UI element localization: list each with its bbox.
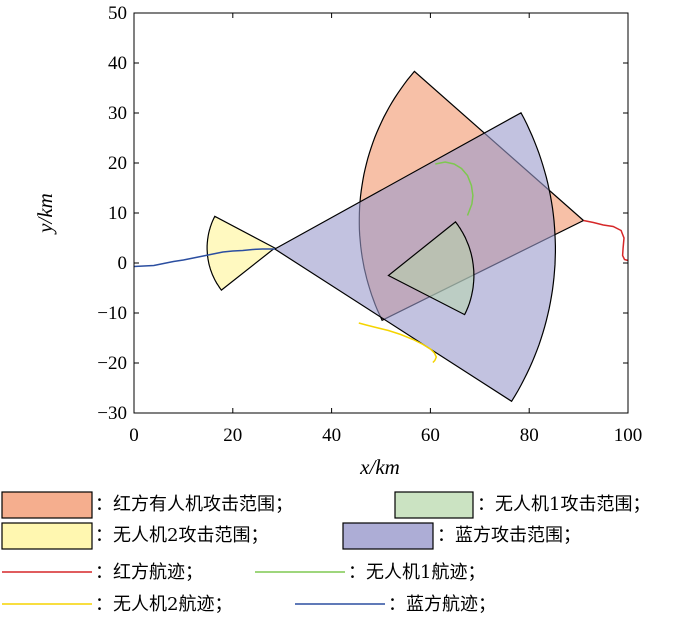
legend-swatch xyxy=(1,522,93,550)
track-line-2 xyxy=(435,161,474,216)
legend-label: ：红方航迹； xyxy=(95,562,203,583)
x-tick-label: 20 xyxy=(223,425,242,446)
track-line-3 xyxy=(358,322,438,364)
legend-swatch xyxy=(394,491,474,519)
y-tick-label: 0 xyxy=(118,253,128,274)
legend-label: ：红方有人机攻击范围； xyxy=(95,494,293,515)
y-axis-label: y/km xyxy=(33,193,57,235)
y-tick-label: −20 xyxy=(97,353,127,374)
y-tick-label: −10 xyxy=(97,303,127,324)
track-line-1 xyxy=(583,219,629,262)
y-tick-label: −30 xyxy=(97,403,127,424)
plot-area xyxy=(133,70,629,403)
y-tick-label: 10 xyxy=(108,203,127,224)
x-axis-label: x/km xyxy=(359,455,400,479)
legend-label: ：蓝方攻击范围； xyxy=(437,525,581,546)
x-tick-label: 100 xyxy=(614,425,643,446)
legend-label: ：无人机1航迹； xyxy=(348,562,485,583)
track-line-4 xyxy=(133,248,275,268)
legend-label: ：蓝方航迹； xyxy=(388,594,496,615)
y-tick-label: 50 xyxy=(108,3,127,24)
attack-region-4 xyxy=(206,215,276,291)
legend-label: ：无人机2航迹； xyxy=(95,594,232,615)
x-tick-label: 80 xyxy=(520,425,539,446)
y-tick-label: 20 xyxy=(108,153,127,174)
y-tick-label: 30 xyxy=(108,103,127,124)
y-tick-label: 40 xyxy=(108,53,127,74)
axis-ticks: 0 20 40 60 80 100 −30 −20 −10 0 10 20 30 40 50 xyxy=(97,3,642,446)
legend-swatch xyxy=(1,491,93,519)
legend-label: ：无人机2攻击范围； xyxy=(95,525,268,546)
x-tick-label: 60 xyxy=(421,425,440,446)
legend: ：红方有人机攻击范围； ：无人机1攻击范围； ：无人机2攻击范围； ：蓝方攻击范围； ：… xyxy=(1,491,650,615)
x-tick-label: 0 xyxy=(129,425,139,446)
attack-region-3 xyxy=(387,221,475,316)
legend-swatch xyxy=(342,522,434,550)
x-tick-label: 40 xyxy=(322,425,341,446)
legend-label: ：无人机1攻击范围； xyxy=(477,494,650,515)
